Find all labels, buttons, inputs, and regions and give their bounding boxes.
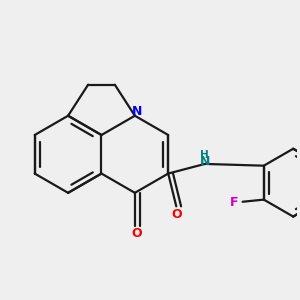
Text: F: F xyxy=(230,196,238,209)
Text: O: O xyxy=(132,227,142,240)
Text: N: N xyxy=(200,155,210,168)
Text: O: O xyxy=(171,208,181,221)
Text: N: N xyxy=(132,105,143,118)
Text: H: H xyxy=(200,150,209,161)
